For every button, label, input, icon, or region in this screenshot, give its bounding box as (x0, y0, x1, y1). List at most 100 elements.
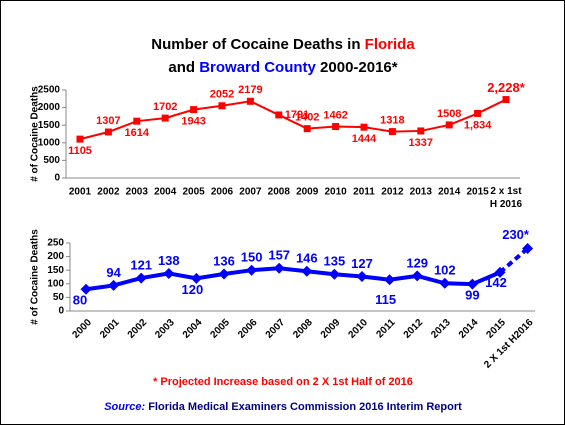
data-label: 136 (213, 253, 235, 268)
x-tick-label: 2015 (484, 317, 508, 341)
data-label: 94 (106, 265, 121, 280)
data-label: 230* (502, 227, 530, 242)
marker (218, 268, 230, 280)
data-label: 129 (406, 255, 428, 270)
y-tick-label: 0 (54, 173, 60, 184)
data-label: 2,228* (487, 80, 526, 95)
source-part: Florida Medical Examiners Commission 201… (145, 401, 462, 413)
x-tick-label: 2010 (324, 187, 347, 198)
marker (445, 121, 453, 129)
marker (135, 272, 147, 284)
x-tick-label: 2 x 1st H 2016 (489, 186, 523, 210)
data-label: 1791 (285, 109, 309, 121)
x-tick-label: 2007 (264, 317, 288, 341)
x-tick-label: 2010 (346, 317, 370, 341)
x-tick-label: 2014 (438, 187, 461, 198)
x-tick-label: 2000 (70, 317, 94, 341)
data-label: 157 (268, 248, 290, 263)
marker (80, 283, 92, 295)
x-tick-label: 2005 (208, 317, 232, 341)
title-part: and (168, 59, 199, 76)
y-axis-label: # of Cocaine Deaths (30, 86, 41, 182)
data-label: 2052 (210, 89, 234, 101)
y-tick-label: 150 (47, 265, 64, 276)
data-label: 80 (73, 293, 87, 308)
marker (328, 268, 340, 280)
marker (273, 262, 285, 274)
x-tick-label: 2006 (211, 187, 234, 198)
data-label: 1402 (295, 112, 319, 124)
x-tick-label: 2004 (154, 187, 177, 198)
data-label: 1943 (181, 116, 205, 128)
x-tick-label: 2008 (291, 317, 315, 341)
data-label: 1105 (68, 145, 92, 157)
marker (246, 97, 254, 105)
title-part: Florida (365, 36, 416, 53)
x-tick-label: 2001 (69, 187, 92, 198)
data-label: 138 (158, 253, 180, 268)
y-tick-label: 2500 (38, 85, 61, 96)
title-part: Number of Cocaine Deaths in (151, 36, 364, 53)
x-tick-label: 2002 (97, 187, 120, 198)
data-label: 121 (130, 258, 152, 273)
data-label: 1462 (323, 109, 347, 121)
marker (474, 109, 482, 117)
y-tick-label: 1500 (38, 120, 61, 131)
y-tick-label: 250 (47, 238, 64, 249)
marker (332, 123, 340, 131)
x-tick-label: 2014 (457, 317, 481, 341)
marker (466, 278, 478, 290)
x-tick-label: 2012 (402, 317, 426, 341)
chart-title: and Broward County 2000-2016* (168, 59, 397, 76)
x-tick-label: 2003 (126, 187, 149, 198)
marker (439, 277, 451, 289)
x-tick-label: 2009 (296, 187, 319, 198)
marker (502, 96, 510, 104)
data-label: 142 (485, 275, 507, 290)
line (79, 98, 507, 141)
x-tick-label: 2011 (353, 187, 375, 198)
marker (384, 274, 396, 286)
marker (190, 106, 198, 114)
y-tick-label: 2000 (38, 102, 61, 113)
y-axis-label: # of Cocaine Deaths (30, 229, 41, 325)
x-tick-label: 2005 (182, 187, 205, 198)
x-tick-label: 2006 (236, 317, 260, 341)
chart-title: Number of Cocaine Deaths in Florida (151, 36, 415, 53)
marker (161, 114, 169, 122)
data-label: 1508 (437, 108, 461, 120)
title-part: 2000-2016* (316, 59, 398, 76)
marker (494, 266, 506, 278)
x-tick-label: 2002 (126, 317, 150, 341)
x-tick-label: 2011 (374, 317, 397, 340)
title-part: Broward County (199, 59, 316, 76)
x-tick-label: 2003 (153, 317, 177, 341)
marker (218, 102, 226, 110)
marker (522, 242, 534, 254)
marker (108, 279, 120, 291)
marker (388, 128, 396, 136)
marker (356, 270, 368, 282)
marker (301, 265, 313, 277)
data-label: 146 (296, 251, 318, 266)
data-label: 99 (465, 288, 479, 303)
y-tick-label: 1000 (38, 137, 61, 148)
data-label: 127 (351, 256, 373, 271)
y-tick-label: 500 (43, 155, 60, 166)
data-label: 1614 (125, 127, 150, 139)
data-label: 1337 (409, 137, 433, 149)
marker (133, 117, 141, 125)
marker (411, 270, 423, 282)
footnote: * Projected Increase based on 2 X 1st Ha… (153, 376, 413, 388)
x-tick-label: 2009 (319, 317, 343, 341)
data-label: 1307 (96, 115, 120, 127)
x-tick-label: 2008 (268, 187, 291, 198)
marker (417, 127, 425, 135)
data-label: 1444 (352, 133, 377, 145)
data-label: 2179 (238, 84, 262, 96)
x-tick-label: 2015 (466, 187, 489, 198)
x-tick-label: 2 X 1st H2016 (482, 317, 536, 371)
data-label: 1318 (380, 115, 404, 127)
x-tick-label: 2013 (410, 187, 433, 198)
